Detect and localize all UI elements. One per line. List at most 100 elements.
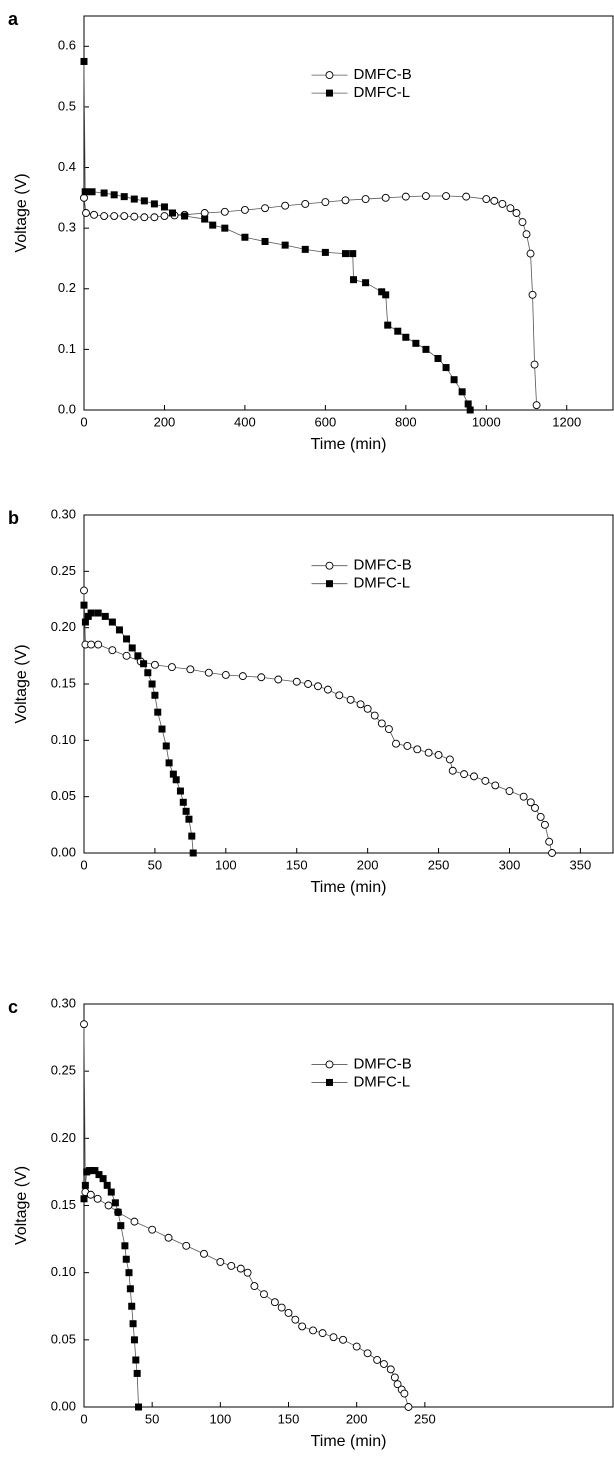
marker [110, 191, 118, 199]
marker [88, 188, 96, 196]
marker [442, 364, 450, 372]
legend-marker [325, 580, 333, 588]
marker [445, 755, 454, 764]
x-tick-label: 50 [145, 1411, 159, 1426]
marker [260, 1290, 268, 1299]
marker [379, 1360, 388, 1368]
marker [462, 192, 471, 201]
y-tick-label: 0.4 [58, 159, 76, 174]
marker [221, 224, 229, 232]
marker [346, 695, 355, 704]
marker [250, 1282, 259, 1291]
y-tick-label: 0.30 [51, 995, 76, 1010]
marker [261, 204, 269, 213]
marker [200, 1249, 208, 1258]
x-tick-label: 150 [286, 857, 308, 872]
marker [126, 1285, 134, 1293]
marker [90, 210, 99, 219]
marker [434, 354, 442, 362]
marker [394, 327, 402, 335]
marker [238, 672, 247, 681]
marker [321, 198, 330, 207]
series-line [83, 590, 553, 854]
marker [172, 776, 180, 784]
y-tick-label: 0.05 [51, 1331, 76, 1346]
marker [413, 745, 422, 754]
marker [240, 206, 249, 214]
marker [129, 1320, 137, 1328]
marker [123, 635, 131, 643]
marker [292, 677, 301, 686]
x-tick-label: 250 [428, 857, 450, 872]
marker [165, 759, 173, 767]
marker [434, 751, 443, 759]
x-tick-label: 0 [80, 414, 87, 429]
marker [404, 1403, 413, 1411]
marker [110, 212, 119, 220]
marker [281, 241, 289, 249]
marker [200, 209, 209, 217]
y-tick-label: 0.10 [51, 732, 76, 747]
marker [284, 1309, 293, 1317]
x-axis-title: Time (min) [311, 1433, 387, 1450]
marker [241, 233, 249, 241]
marker [144, 669, 152, 677]
marker [274, 675, 283, 684]
marker [390, 1373, 399, 1382]
marker [87, 640, 96, 649]
x-tick-label: 0 [80, 1411, 87, 1426]
y-axis-title: Voltage (V) [13, 1166, 30, 1245]
x-tick-label: 0 [80, 857, 87, 872]
marker [403, 742, 412, 750]
y-tick-label: 0.20 [51, 619, 76, 634]
legend-label: DMFC-B [353, 66, 411, 83]
marker [498, 199, 507, 208]
x-tick-label: 150 [278, 1411, 300, 1426]
marker [93, 1194, 102, 1203]
marker [519, 792, 528, 801]
marker [140, 197, 148, 205]
marker [545, 837, 554, 846]
panel-label: a [8, 9, 19, 29]
marker [130, 1217, 139, 1226]
x-tick-label: 1000 [472, 414, 501, 429]
marker [220, 207, 229, 216]
marker [277, 1303, 286, 1312]
marker [505, 787, 514, 795]
marker [111, 1199, 119, 1207]
marker [182, 807, 190, 815]
marker [382, 291, 390, 299]
y-tick-label: 0.5 [58, 98, 76, 113]
y-tick-label: 0.25 [51, 1063, 76, 1078]
series-line [83, 61, 471, 411]
marker [373, 1356, 382, 1364]
x-tick-label: 50 [148, 857, 162, 872]
y-tick-label: 0.2 [58, 280, 76, 295]
marker [158, 725, 166, 733]
marker [378, 288, 386, 296]
marker [470, 772, 478, 781]
x-tick-label: 400 [234, 414, 256, 429]
x-tick-label: 1200 [552, 414, 581, 429]
x-tick-label: 800 [395, 414, 417, 429]
marker [458, 388, 466, 396]
marker [329, 1333, 338, 1342]
x-tick-label: 600 [315, 414, 337, 429]
marker [490, 196, 499, 205]
marker [481, 776, 490, 785]
marker [460, 770, 469, 779]
x-tick-label: 100 [215, 857, 237, 872]
marker [162, 742, 170, 750]
marker [121, 1242, 129, 1250]
marker [421, 192, 430, 200]
legend-marker [325, 1078, 333, 1086]
marker [140, 213, 149, 222]
marker [181, 212, 189, 220]
x-axis-title: Time (min) [311, 879, 387, 896]
marker [128, 644, 136, 652]
marker [100, 212, 109, 220]
marker [167, 663, 176, 672]
x-tick-label: 200 [357, 857, 379, 872]
marker [339, 1335, 347, 1344]
marker [301, 245, 309, 253]
